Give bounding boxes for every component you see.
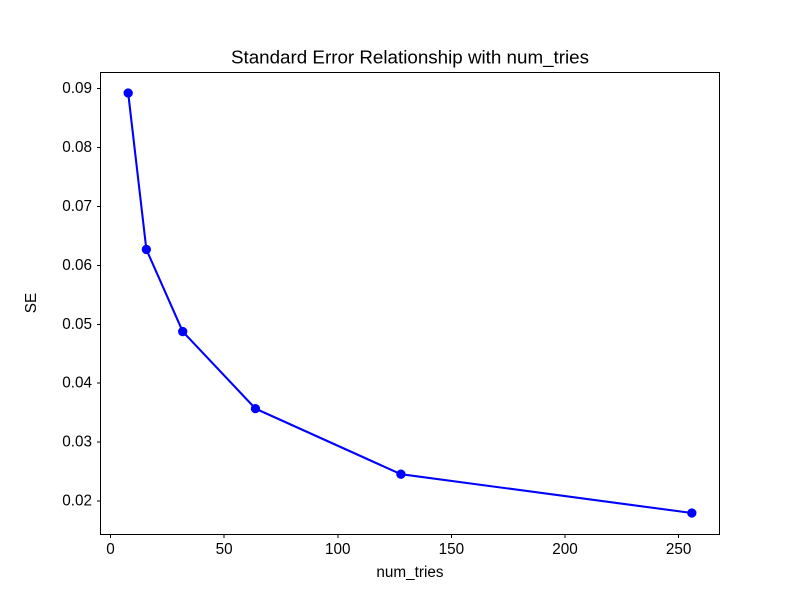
svg-text:50: 50 bbox=[216, 541, 233, 558]
svg-text:0.05: 0.05 bbox=[62, 316, 92, 333]
svg-text:0.03: 0.03 bbox=[62, 434, 92, 451]
svg-text:100: 100 bbox=[325, 541, 351, 558]
svg-text:250: 250 bbox=[666, 541, 692, 558]
svg-text:0.02: 0.02 bbox=[62, 493, 92, 510]
svg-text:0.08: 0.08 bbox=[62, 139, 92, 156]
svg-text:Standard Error Relationship wi: Standard Error Relationship with num_tri… bbox=[231, 47, 589, 69]
svg-text:0: 0 bbox=[106, 541, 115, 558]
svg-text:0.06: 0.06 bbox=[62, 257, 92, 274]
svg-text:0.09: 0.09 bbox=[62, 80, 92, 97]
svg-text:150: 150 bbox=[439, 541, 465, 558]
svg-text:0.07: 0.07 bbox=[62, 198, 92, 215]
svg-text:num_tries: num_tries bbox=[376, 564, 444, 581]
svg-text:0.04: 0.04 bbox=[62, 375, 92, 392]
svg-text:SE: SE bbox=[23, 293, 40, 313]
svg-text:200: 200 bbox=[552, 541, 578, 558]
